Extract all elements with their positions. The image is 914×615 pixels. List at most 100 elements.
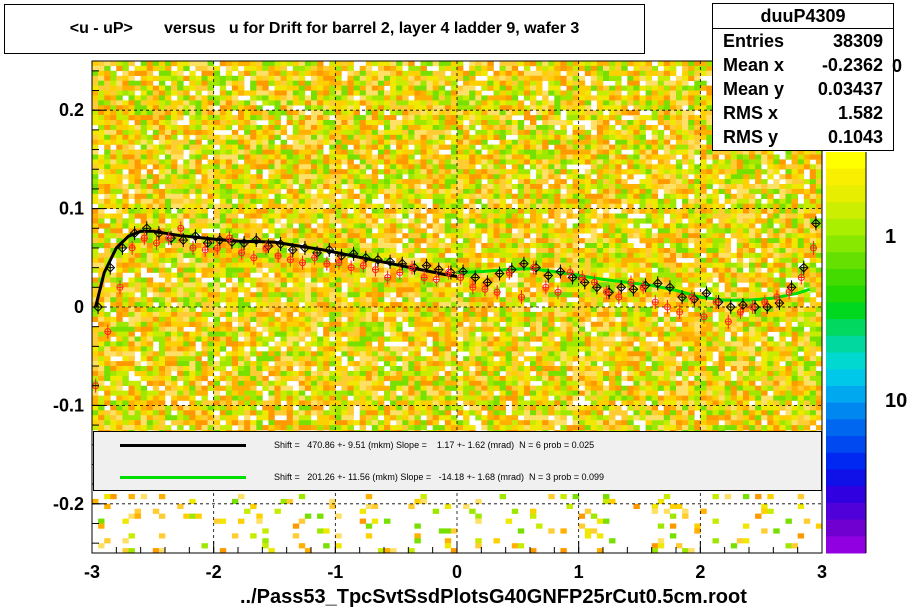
- data-point: [359, 258, 367, 273]
- data-point: [627, 275, 635, 290]
- legend-line-black: [120, 444, 246, 447]
- data-point: [725, 300, 736, 314]
- data-point: [274, 248, 282, 263]
- data-point: [323, 256, 331, 271]
- x-tick-label: 3: [817, 562, 827, 582]
- x-tick-label: -1: [327, 562, 343, 582]
- legend-entry-green: Shift = 201.26 +- 11.56 (mkm) Slope = -1…: [94, 470, 821, 484]
- data-point: [347, 260, 355, 275]
- z-tick-label: 10: [885, 390, 907, 412]
- data-point: [736, 304, 744, 319]
- legend-text-black: Shift = 470.86 +- 9.51 (mkm) Slope = 1.1…: [274, 440, 595, 450]
- plot-title: <u - uP> versus u for Drift for barrel 2…: [4, 4, 645, 54]
- stats-value: 0.1043: [827, 127, 883, 147]
- data-point: [469, 280, 477, 295]
- data-point: [616, 280, 627, 295]
- stats-label: Mean x: [723, 55, 785, 75]
- x-tick-label: -2: [206, 562, 222, 582]
- data-point: [298, 255, 306, 270]
- data-point: [724, 314, 732, 329]
- data-point: [239, 236, 250, 251]
- data-point: [761, 295, 769, 310]
- data-point: [688, 290, 696, 305]
- y-tick-label: 0.2: [59, 100, 84, 120]
- profile-points: [92, 216, 821, 393]
- stats-row-rms-x: RMS x 1.582: [713, 101, 893, 125]
- data-point: [384, 270, 392, 285]
- data-point: [140, 231, 148, 246]
- data-point: [444, 265, 452, 280]
- data-point: [554, 285, 562, 300]
- stats-box: duuP4309 Entries 38309 Mean x -0.2362 Mean…: [712, 3, 894, 151]
- data-point: [251, 233, 262, 248]
- data-point: [433, 262, 444, 277]
- data-point: [432, 272, 440, 287]
- data-point: [190, 229, 201, 244]
- data-point: [555, 264, 566, 279]
- color-palette: 1 10: [826, 152, 907, 554]
- data-point: [701, 286, 712, 301]
- x-tick-label: 1: [574, 562, 584, 582]
- data-point: [128, 240, 136, 255]
- data-point: [542, 280, 550, 295]
- stats-row-rms-y: RMS y 0.1043: [713, 125, 893, 149]
- data-point: [517, 290, 525, 305]
- x-tick-label: -3: [84, 562, 100, 582]
- data-point: [493, 285, 501, 300]
- data-point: [141, 221, 152, 236]
- data-point: [663, 300, 671, 314]
- data-point: [639, 280, 647, 295]
- data-point: [311, 250, 319, 265]
- z-tick-label: 1: [885, 226, 896, 248]
- data-point: [797, 270, 805, 285]
- data-point: [262, 240, 270, 255]
- stats-name: duuP4309: [713, 4, 893, 29]
- data-point: [712, 295, 720, 310]
- fit-curve-green: [456, 267, 811, 302]
- data-point: [165, 231, 173, 246]
- data-point: [348, 246, 359, 261]
- data-point: [700, 309, 708, 324]
- data-point: [518, 256, 529, 271]
- z-axis-stub-label: 0: [892, 56, 903, 76]
- data-point: [457, 270, 465, 285]
- x-tick-label: 0: [452, 562, 462, 582]
- data-point: [785, 285, 793, 300]
- data-point: [177, 221, 185, 236]
- stats-value: 38309: [832, 31, 883, 51]
- data-point: [225, 231, 233, 246]
- data-point: [481, 282, 489, 297]
- axis-ticks: -3 -2 -1 0 1 2 3 -0.2 -0.1 0 0.1 0.2: [53, 70, 827, 582]
- y-tick-label: -0.1: [53, 395, 84, 415]
- data-point: [505, 265, 513, 280]
- stats-label: Mean y: [723, 79, 785, 99]
- data-point: [773, 290, 781, 305]
- stats-value: 0.03437: [817, 79, 883, 99]
- stats-label: Entries: [723, 31, 785, 51]
- data-point: [152, 236, 160, 251]
- data-point: [676, 304, 684, 319]
- stats-row-entries: Entries 38309: [713, 29, 893, 53]
- data-point: [104, 324, 112, 339]
- data-point: [189, 240, 197, 255]
- data-point: [324, 242, 335, 257]
- data-point: [420, 270, 428, 285]
- data-point: [178, 233, 189, 248]
- fit-legend: Shift = 470.86 +- 9.51 (mkm) Slope = 1.1…: [93, 431, 822, 491]
- x-tick-label: 2: [695, 562, 705, 582]
- legend-text-green: Shift = 201.26 +- 11.56 (mkm) Slope = -1…: [274, 472, 605, 482]
- data-point: [105, 260, 116, 275]
- data-point: [408, 260, 416, 275]
- stats-row-mean-x: Mean x -0.2362: [713, 53, 893, 77]
- stats-label: RMS x: [723, 103, 779, 123]
- data-point: [809, 240, 817, 255]
- data-point: [470, 270, 481, 285]
- data-point: [371, 262, 379, 277]
- y-tick-label: 0.1: [59, 199, 84, 219]
- data-point: [664, 280, 675, 295]
- data-point: [129, 226, 140, 241]
- data-point: [116, 280, 124, 295]
- stats-row-mean-y: Mean y 0.03437: [713, 77, 893, 101]
- data-point: [250, 250, 258, 265]
